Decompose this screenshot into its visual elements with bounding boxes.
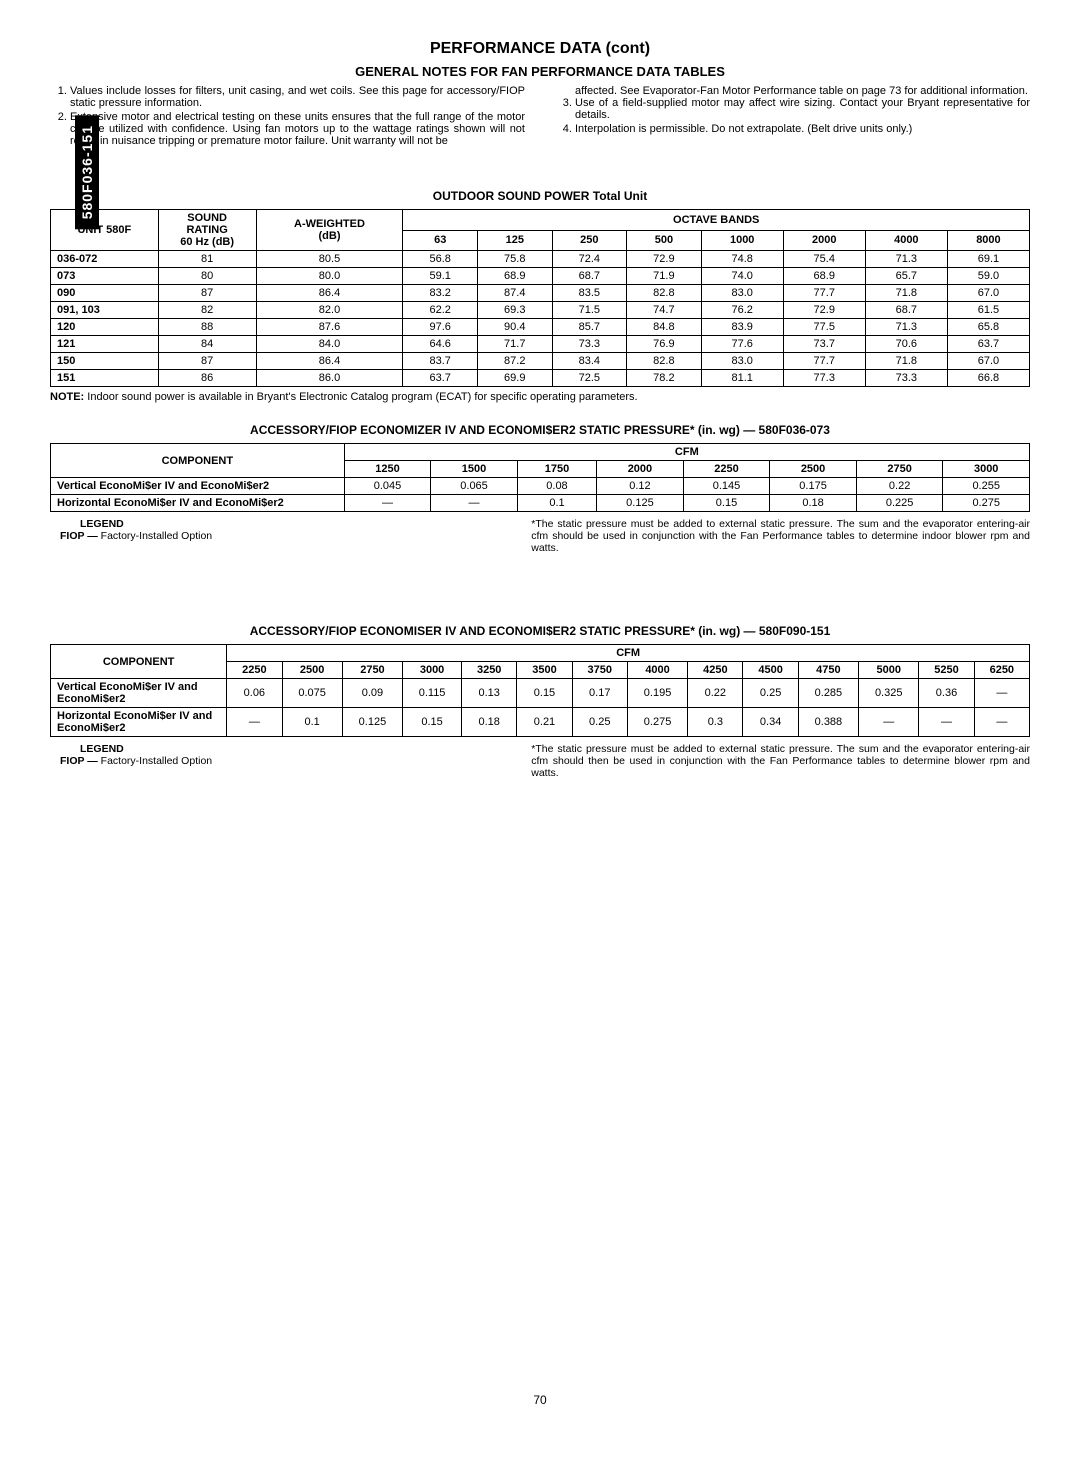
econ1-legend: LEGEND FIOP — Factory-Installed Option *… bbox=[50, 518, 1030, 554]
fiop-text-2: Factory-Installed Option bbox=[101, 755, 212, 767]
econ1-table: COMPONENTCFM1250150017502000225025002750… bbox=[50, 443, 1030, 512]
page-number: 70 bbox=[533, 1393, 546, 1407]
legend-title: LEGEND bbox=[80, 518, 501, 530]
sound-table-note: NOTE: Indoor sound power is available in… bbox=[50, 391, 1030, 403]
note-1: Values include losses for filters, unit … bbox=[70, 85, 525, 109]
econ2-table: COMPONENTCFM2250250027503000325035003750… bbox=[50, 644, 1030, 737]
econ1-title: ACCESSORY/FIOP ECONOMIZER IV AND ECONOMI… bbox=[50, 423, 1030, 437]
general-notes: Values include losses for filters, unit … bbox=[50, 85, 1030, 149]
subtitle: GENERAL NOTES FOR FAN PERFORMANCE DATA T… bbox=[50, 64, 1030, 79]
note-3: Use of a field-supplied motor may affect… bbox=[575, 97, 1030, 121]
fiop-text: Factory-Installed Option bbox=[101, 530, 212, 542]
side-tab: 580F036-151 bbox=[75, 115, 99, 229]
note-2-cont: affected. See Evaporator-Fan Motor Perfo… bbox=[555, 85, 1030, 97]
note-2: Extensive motor and electrical testing o… bbox=[70, 111, 525, 147]
sound-table: UNIT 580FSOUNDRATING60 Hz (dB)A-WEIGHTED… bbox=[50, 209, 1030, 387]
sound-table-title: OUTDOOR SOUND POWER Total Unit bbox=[50, 189, 1030, 203]
legend-title-2: LEGEND bbox=[80, 743, 501, 755]
fiop-label-2: FIOP — bbox=[60, 755, 98, 767]
econ2-title: ACCESSORY/FIOP ECONOMISER IV AND ECONOMI… bbox=[50, 624, 1030, 638]
econ2-footnote: *The static pressure must be added to ex… bbox=[531, 743, 1030, 779]
econ2-legend: LEGEND FIOP — Factory-Installed Option *… bbox=[50, 743, 1030, 779]
page-title: PERFORMANCE DATA (cont) bbox=[50, 40, 1030, 58]
note-4: Interpolation is permissible. Do not ext… bbox=[575, 123, 1030, 135]
fiop-label: FIOP — bbox=[60, 530, 98, 542]
econ1-footnote: *The static pressure must be added to ex… bbox=[531, 518, 1030, 554]
